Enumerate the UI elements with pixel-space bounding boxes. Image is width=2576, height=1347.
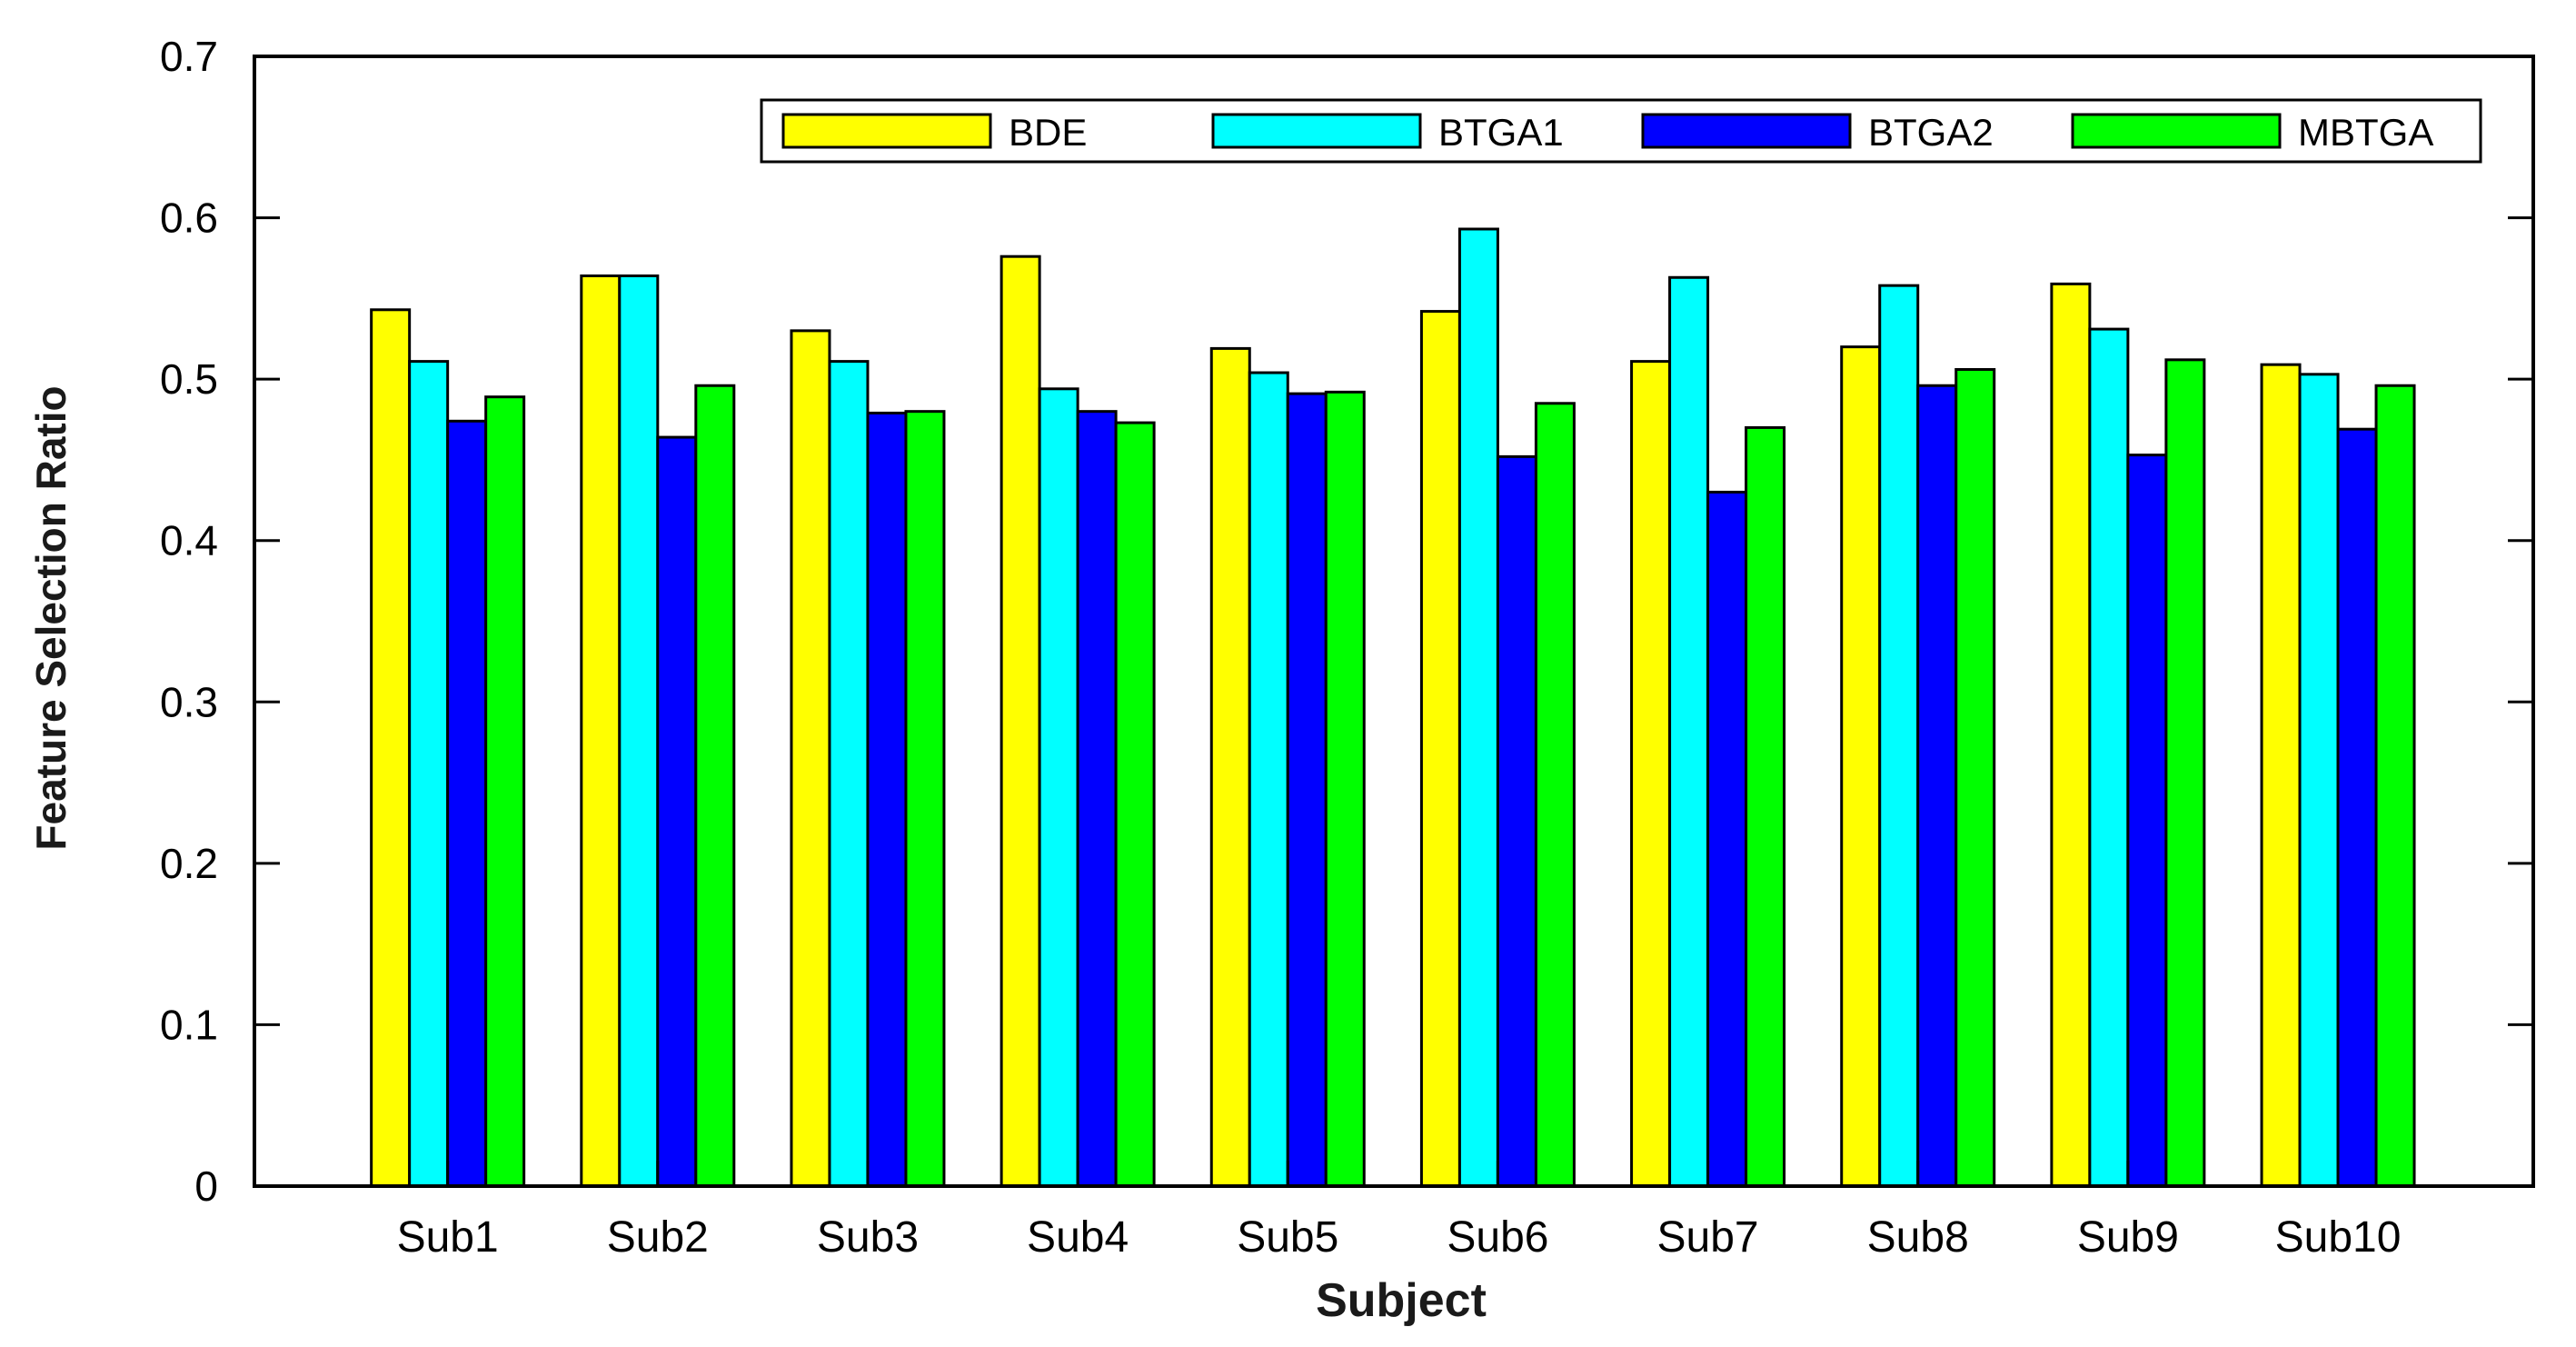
x-tick-labels: Sub1 Sub2 Sub3 Sub4 Sub5 Sub6 Sub7 Sub8 Sub9 Sub1… bbox=[397, 1161, 2402, 1262]
bar-bde-sub6 bbox=[1419, 310, 1461, 1188]
bar-mbtga-sub4 bbox=[1114, 421, 1156, 1188]
bar-bde-sub3 bbox=[790, 329, 831, 1188]
legend-label-mbtga: MBTGA bbox=[2298, 111, 2433, 154]
bar-btga2-sub1 bbox=[446, 419, 488, 1188]
y-tick-label: 0 bbox=[194, 1162, 218, 1210]
legend-swatch-mbtga bbox=[2071, 113, 2282, 149]
x-tick-label: Sub1 bbox=[397, 1213, 499, 1262]
legend-label-bde: BDE bbox=[1009, 111, 1087, 154]
y-tick-label: 0.6 bbox=[160, 195, 218, 242]
legend-label-btga1: BTGA1 bbox=[1438, 111, 1564, 154]
bar-btga2-sub3 bbox=[866, 411, 908, 1188]
x-tick-label: Sub8 bbox=[1867, 1213, 1969, 1262]
bar-mbtga-sub7 bbox=[1745, 425, 1786, 1188]
y-tick-label: 0.1 bbox=[160, 1001, 218, 1048]
bar-mbtga-sub2 bbox=[694, 384, 736, 1188]
bar-bde-sub4 bbox=[1000, 254, 1041, 1188]
y-tick-label: 0.2 bbox=[160, 840, 218, 887]
bar-mbtga-sub8 bbox=[1954, 367, 1996, 1188]
x-axis-title: Subject bbox=[1316, 1274, 1487, 1327]
bar-btga2-sub10 bbox=[2336, 427, 2378, 1188]
bar-btga1-sub4 bbox=[1038, 387, 1079, 1188]
y-tick-label: 0.4 bbox=[160, 517, 218, 564]
bar-btga1-sub3 bbox=[828, 360, 870, 1188]
plot-frame bbox=[253, 55, 2535, 1188]
y-tick-label: 0.7 bbox=[160, 33, 218, 80]
bar-mbtga-sub1 bbox=[484, 395, 526, 1188]
bar-bde-sub7 bbox=[1630, 360, 1672, 1188]
bar-btga1-sub10 bbox=[2298, 373, 2340, 1188]
bar-btga1-sub7 bbox=[1668, 275, 1710, 1188]
bar-mbtga-sub9 bbox=[2164, 358, 2206, 1188]
y-axis-title: Feature Selection Ratio bbox=[27, 385, 75, 850]
bar-btga1-sub5 bbox=[1248, 371, 1289, 1188]
bar-mbtga-sub6 bbox=[1534, 402, 1576, 1188]
x-tick-label: Sub5 bbox=[1237, 1213, 1338, 1262]
bar-mbtga-sub3 bbox=[904, 410, 946, 1188]
y-tick-label: 0.3 bbox=[160, 678, 218, 725]
legend: BDE BTGA1 BTGA2 MBTGA bbox=[760, 98, 2482, 164]
legend-label-btga2: BTGA2 bbox=[1868, 111, 1994, 154]
bars bbox=[370, 227, 2416, 1188]
legend-swatch-bde bbox=[781, 113, 992, 149]
bar-btga2-sub8 bbox=[1916, 384, 1958, 1188]
y-ticks: 0 0.1 0.2 0.3 0.4 0.5 0.6 0.7 bbox=[160, 33, 2533, 1210]
bar-btga1-sub9 bbox=[2088, 327, 2130, 1188]
bar-btga2-sub4 bbox=[1076, 410, 1118, 1188]
bar-bde-sub10 bbox=[2260, 363, 2302, 1188]
bar-bde-sub1 bbox=[370, 308, 412, 1188]
x-tick-label: Sub7 bbox=[1657, 1213, 1759, 1262]
bar-btga2-sub5 bbox=[1286, 392, 1328, 1188]
x-tick-label: Sub2 bbox=[607, 1213, 709, 1262]
legend-swatch-btga2 bbox=[1641, 113, 1852, 149]
bar-bde-sub5 bbox=[1209, 346, 1251, 1188]
bar-btga2-sub7 bbox=[1706, 490, 1748, 1188]
bar-bde-sub9 bbox=[2050, 282, 2092, 1188]
bar-btga1-sub6 bbox=[1457, 227, 1499, 1188]
bar-btga1-sub8 bbox=[1878, 284, 1920, 1188]
y-tick-label: 0.5 bbox=[160, 355, 218, 403]
bar-btga1-sub2 bbox=[618, 274, 660, 1188]
legend-swatch-btga1 bbox=[1211, 113, 1422, 149]
bar-bde-sub2 bbox=[580, 274, 622, 1188]
x-tick-label: Sub6 bbox=[1447, 1213, 1548, 1262]
bar-btga2-sub2 bbox=[656, 435, 698, 1188]
x-tick-label: Sub9 bbox=[2077, 1213, 2179, 1262]
bar-mbtga-sub10 bbox=[2374, 384, 2416, 1188]
x-tick-label: Sub4 bbox=[1027, 1213, 1129, 1262]
bar-btga2-sub6 bbox=[1496, 454, 1537, 1188]
bar-btga2-sub9 bbox=[2126, 454, 2168, 1188]
x-tick-label: Sub10 bbox=[2275, 1213, 2402, 1262]
bar-mbtga-sub5 bbox=[1324, 390, 1366, 1188]
x-tick-label: Sub3 bbox=[817, 1213, 919, 1262]
bar-btga1-sub1 bbox=[408, 360, 450, 1188]
bar-bde-sub8 bbox=[1840, 345, 1882, 1188]
